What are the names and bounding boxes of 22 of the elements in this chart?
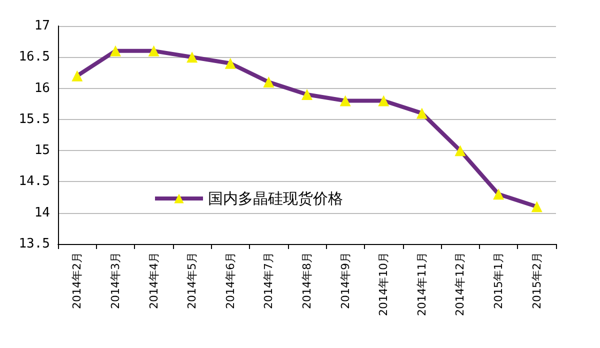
y-tick-label: 15 xyxy=(34,143,50,158)
x-tick-label: 2014年5月 xyxy=(186,252,199,309)
x-tick-label: 2014年7月 xyxy=(262,252,276,309)
y-tick-label: 16 xyxy=(34,80,50,96)
x-tick-label: 2014年10月 xyxy=(377,252,390,316)
x-tick-label: 2015年2月 xyxy=(530,252,544,309)
x-tick-label: 2014年9月 xyxy=(338,252,352,309)
x-tick-label: 2014年11月 xyxy=(415,252,428,316)
y-tick-label: 14.5 xyxy=(18,174,50,190)
x-tick-label: 2014年12月 xyxy=(454,252,467,316)
x-tick-label: 2014年6月 xyxy=(224,252,237,309)
x-tick-label: 2014年3月 xyxy=(108,252,122,309)
x-tick-label: 2014年8月 xyxy=(300,252,314,309)
x-tick-label: 2014年4月 xyxy=(147,252,160,309)
y-tick-label: 13.5 xyxy=(18,236,50,252)
y-tick-label: 14 xyxy=(34,205,50,220)
x-tick-label: 2015年1月 xyxy=(492,252,506,309)
x-tick-label: 2014年2月 xyxy=(70,252,84,309)
legend-label: 国内多晶硅现货价格 xyxy=(208,190,343,208)
y-tick-label: 16.5 xyxy=(18,50,50,65)
y-tick-label: 15.5 xyxy=(18,112,50,127)
y-tick-label: 17 xyxy=(34,18,50,34)
